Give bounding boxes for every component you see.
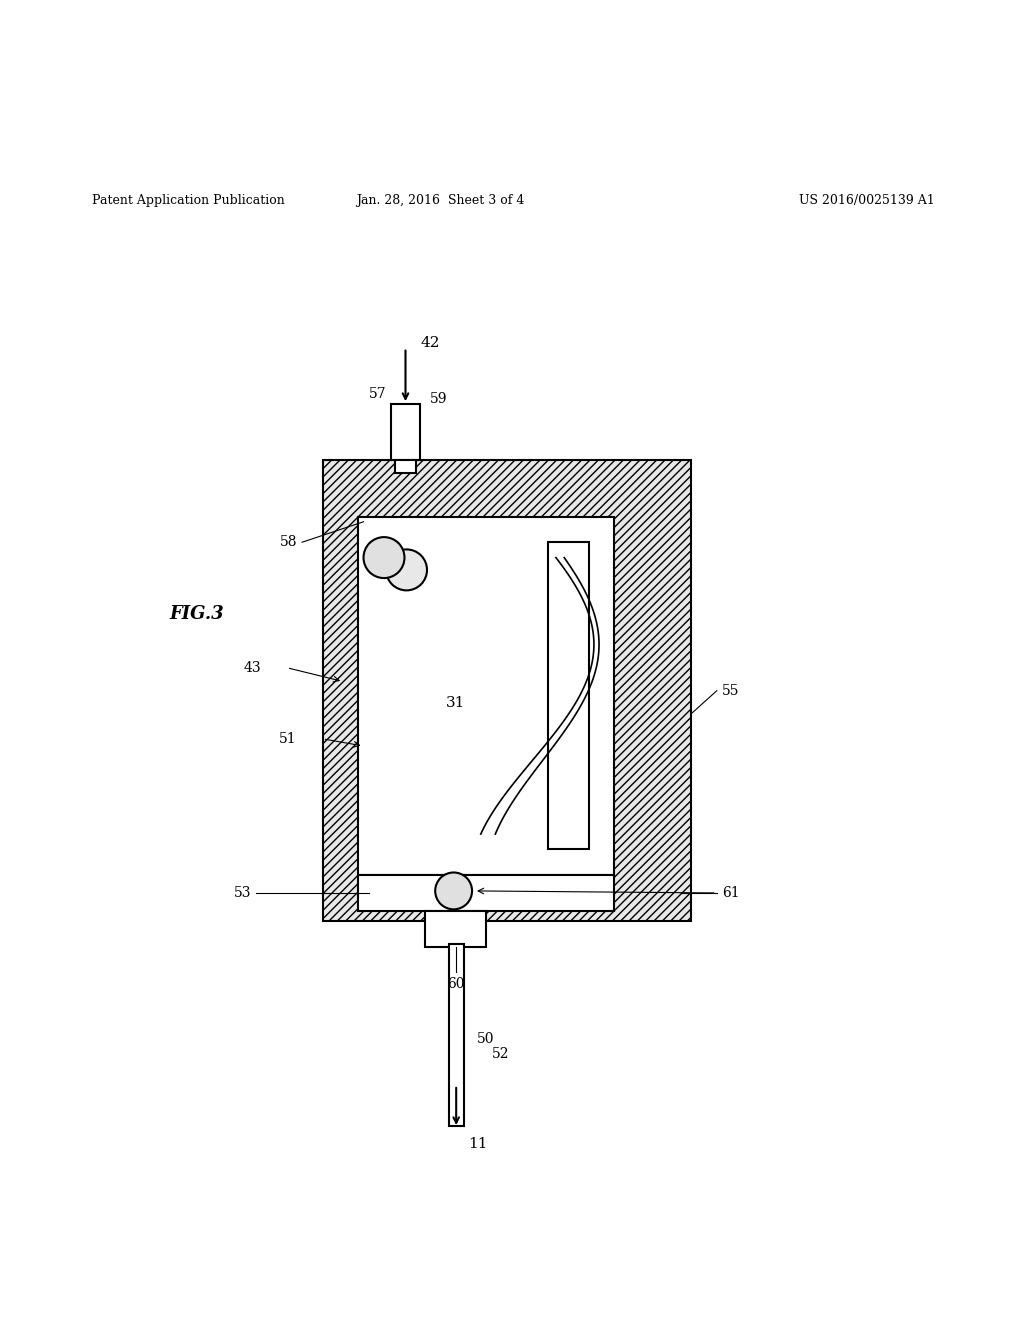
Circle shape	[435, 873, 472, 909]
Text: 51: 51	[280, 731, 297, 746]
Text: 55: 55	[722, 684, 739, 698]
Text: 11: 11	[469, 1138, 488, 1151]
Text: 60: 60	[446, 977, 465, 991]
Text: Jan. 28, 2016  Sheet 3 of 4: Jan. 28, 2016 Sheet 3 of 4	[356, 194, 524, 207]
Text: 42: 42	[421, 335, 440, 350]
Circle shape	[386, 549, 427, 590]
Text: 43: 43	[244, 661, 261, 675]
Bar	[358, 875, 614, 911]
Bar	[391, 404, 420, 461]
Text: US 2016/0025139 A1: US 2016/0025139 A1	[799, 194, 935, 207]
Bar	[358, 516, 614, 875]
Text: 52: 52	[493, 1047, 510, 1061]
Bar	[548, 543, 589, 850]
Text: 58: 58	[280, 535, 297, 549]
Text: Patent Application Publication: Patent Application Publication	[92, 194, 285, 207]
Bar	[425, 911, 486, 946]
Bar	[323, 461, 691, 921]
Text: 31: 31	[446, 696, 465, 710]
Text: 53: 53	[233, 886, 251, 900]
Text: 57: 57	[369, 387, 386, 401]
Text: 61: 61	[722, 886, 739, 900]
Text: FIG.3: FIG.3	[169, 605, 223, 623]
Bar	[449, 944, 464, 1126]
Circle shape	[364, 537, 404, 578]
Bar	[395, 461, 416, 473]
Text: 59: 59	[430, 392, 447, 405]
Text: 50: 50	[477, 1032, 495, 1045]
